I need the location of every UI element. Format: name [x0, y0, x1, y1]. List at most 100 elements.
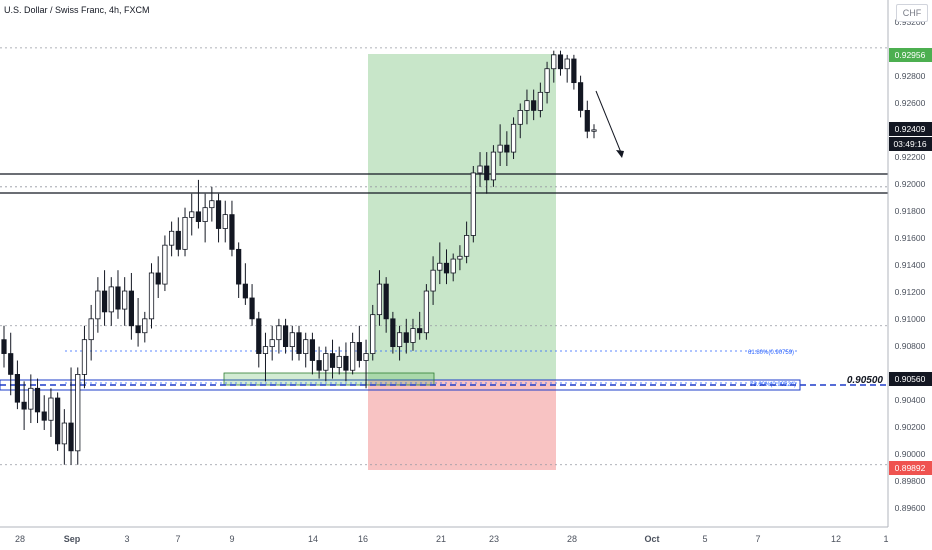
candle: [276, 318, 282, 354]
candle: [215, 193, 222, 243]
candle-body: [55, 397, 61, 445]
candle: [249, 284, 255, 326]
price-tick-label: 0.91600: [895, 233, 926, 243]
candle-body: [336, 355, 342, 368]
candle-body: [202, 207, 208, 222]
candle-body: [229, 214, 235, 250]
candle: [396, 325, 403, 361]
candle: [497, 124, 503, 166]
candle-body: [370, 314, 376, 354]
candle: [262, 332, 269, 382]
candle-body: [21, 401, 27, 410]
candle: [95, 277, 101, 333]
currency-button[interactable]: CHF: [896, 4, 928, 22]
candle-body: [269, 339, 275, 348]
candle-body: [289, 332, 295, 348]
candle: [175, 217, 181, 257]
candle: [222, 200, 228, 243]
candle: [68, 367, 74, 465]
candle-body: [115, 286, 121, 310]
candle-body: [222, 214, 228, 229]
candle-body: [48, 397, 54, 421]
candle: [423, 284, 429, 340]
candle: [101, 270, 108, 326]
svg-text:0.90560: 0.90560: [895, 374, 926, 384]
candle: [21, 381, 27, 430]
price-tick-label: 0.92000: [895, 179, 926, 189]
price-axis[interactable]: [888, 0, 932, 550]
candle-body: [564, 58, 570, 70]
candle-body: [303, 339, 309, 354]
candle: [417, 311, 423, 340]
candle-body: [323, 353, 329, 371]
time-tick-label: 1: [883, 534, 888, 544]
time-tick-label: 9: [229, 534, 234, 544]
candle: [504, 131, 510, 166]
candle: [75, 367, 81, 465]
candle-body: [68, 422, 74, 452]
time-tick-label: 28: [567, 534, 577, 544]
candle: [242, 263, 248, 305]
candle: [557, 50, 564, 76]
candle: [202, 193, 208, 243]
dotted-levels: [0, 47, 888, 466]
time-tick-label: 21: [436, 534, 446, 544]
candle-body: [464, 235, 470, 257]
candle-body: [95, 290, 101, 320]
candle-body: [88, 318, 94, 341]
candle: [148, 263, 155, 329]
candle-body: [403, 332, 409, 343]
candle-body: [356, 342, 362, 361]
candle-body: [343, 355, 349, 371]
price-tick-label: 0.90800: [895, 341, 926, 351]
candle: [356, 325, 362, 368]
candle: [115, 270, 121, 319]
svg-text:0.89892: 0.89892: [895, 463, 926, 473]
candle-body: [577, 82, 584, 111]
candle: [289, 325, 295, 361]
time-axis[interactable]: [0, 527, 888, 550]
candle-body: [28, 387, 34, 410]
candle-body: [276, 325, 282, 341]
candle: [443, 249, 450, 285]
candle: [108, 277, 114, 326]
fib-618-label: 61.80%(0.90759): [748, 350, 794, 356]
candle: [303, 332, 309, 368]
candle-body: [430, 269, 436, 292]
candle-body: [417, 328, 423, 334]
candle: [61, 409, 67, 465]
time-tick-label: 14: [308, 534, 318, 544]
candle: [316, 346, 322, 379]
candle: [34, 378, 41, 424]
candle-body: [14, 374, 21, 403]
candle-body: [557, 54, 564, 70]
time-tick-label: 12: [831, 534, 841, 544]
candle: [323, 346, 329, 382]
candle: [383, 277, 389, 333]
forecast-arrow: [595, 90, 623, 156]
candle-body: [390, 318, 396, 348]
candle-body: [128, 290, 134, 327]
candle-body: [148, 272, 155, 320]
time-tick-label: 16: [358, 534, 368, 544]
candle: [189, 193, 195, 236]
candle: [128, 272, 134, 340]
time-tick-label: 5: [702, 534, 707, 544]
time-tick-label: 7: [175, 534, 180, 544]
candle-body: [155, 272, 161, 285]
candle-body: [162, 244, 168, 285]
candle-body: [517, 110, 523, 125]
candle: [209, 186, 215, 222]
last-price-tag: 0.92409 03:49:16: [889, 122, 932, 151]
time-tick-label: 3: [124, 534, 129, 544]
candle-body: [450, 258, 456, 274]
candle-body: [209, 200, 215, 209]
candle: [296, 325, 302, 361]
candle-body: [383, 283, 389, 320]
candle: [142, 311, 148, 343]
price-tick-label: 0.92600: [895, 98, 926, 108]
level-label: 0.90500: [847, 375, 884, 386]
candle: [88, 304, 94, 361]
candle: [169, 221, 175, 257]
